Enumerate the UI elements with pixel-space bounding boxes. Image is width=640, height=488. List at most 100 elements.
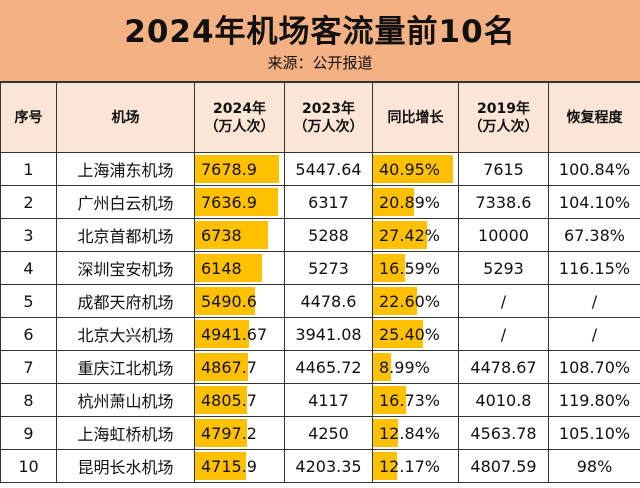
growth-cell: 16.59% [372, 251, 459, 285]
passengers-2023-cell: 3941.08 [284, 317, 373, 351]
passengers-2023-cell: 6317 [284, 185, 373, 219]
airport-name-cell: 北京大兴机场 [56, 317, 195, 351]
passengers-2019-cell: 7338.6 [458, 185, 549, 219]
airport-name-cell: 上海浦东机场 [56, 152, 195, 186]
growth-cell: 25.40% [372, 317, 459, 351]
growth-cell: 27.42% [372, 218, 459, 252]
passengers-2024-cell: 4797.2 [194, 416, 285, 450]
rank-cell: 6 [0, 317, 57, 351]
rank-cell: 10 [0, 449, 57, 483]
passengers-2024-cell-bar [195, 386, 248, 414]
growth-cell-bar [373, 353, 391, 381]
rank-cell: 7 [0, 350, 57, 384]
table-row: 4 深圳宝安机场 6148 5273 16.59% 5293 116.15% [0, 251, 640, 285]
airport-name-cell: 广州白云机场 [56, 185, 195, 219]
passengers-2024-cell: 4805.7 [194, 383, 285, 417]
table-body: 1 上海浦东机场 7678.9 5447.64 40.95% 7615 100.84% 2 广州… [0, 152, 640, 483]
recovery-cell: 98% [548, 449, 640, 483]
passengers-2024-cell: 4715.9 [194, 449, 285, 483]
col-header-2023: 2023年 （万人次） [284, 82, 373, 153]
airport-name-cell: 成都天府机场 [56, 284, 195, 318]
recovery-cell: 116.15% [548, 251, 640, 285]
rank-cell: 5 [0, 284, 57, 318]
passengers-2023-cell: 4250 [284, 416, 373, 450]
table-row: 9 上海虹桥机场 4797.2 4250 12.84% 4563.78 105.10% [0, 416, 640, 450]
passengers-2024-cell-bar [195, 155, 279, 183]
table-header-row: 序号 机场 2024年 （万人次） 2023年 （万人次） 同比增长 2019年 （万… [0, 82, 640, 153]
rank-cell: 2 [0, 185, 57, 219]
col-header-airport: 机场 [56, 82, 195, 153]
passengers-2024-cell-bar [195, 353, 249, 381]
passengers-2023-cell: 4117 [284, 383, 373, 417]
col-header-2024: 2024年 （万人次） [194, 82, 285, 153]
table-row: 2 广州白云机场 7636.9 6317 20.89% 7338.6 104.10% [0, 185, 640, 219]
title-banner: 2024年机场客流量前10名 来源：公开报道 [0, 0, 640, 82]
table-row: 1 上海浦东机场 7678.9 5447.64 40.95% 7615 100.84% [0, 152, 640, 186]
passengers-2023-cell: 5288 [284, 218, 373, 252]
col-header-recovery: 恢复程度 [548, 82, 640, 153]
table-row: 8 杭州萧山机场 4805.7 4117 16.73% 4010.8 119.80% [0, 383, 640, 417]
growth-cell: 22.60% [372, 284, 459, 318]
airport-name-cell: 杭州萧山机场 [56, 383, 195, 417]
growth-cell: 16.73% [372, 383, 459, 417]
rank-cell: 4 [0, 251, 57, 285]
recovery-cell: 104.10% [548, 185, 640, 219]
passengers-2024-cell-bar [195, 320, 249, 348]
recovery-cell: 105.10% [548, 416, 640, 450]
growth-cell: 8.99% [372, 350, 459, 384]
growth-cell-bar [373, 254, 406, 282]
growth-cell-bar [373, 287, 418, 315]
table-row: 7 重庆江北机场 4867.7 4465.72 8.99% 4478.67 108.70% [0, 350, 640, 384]
passengers-2024-cell: 6738 [194, 218, 285, 252]
recovery-cell: 67.38% [548, 218, 640, 252]
passengers-2024-cell: 5490.6 [194, 284, 285, 318]
passengers-2024-cell-bar [195, 287, 255, 315]
airport-name-cell: 重庆江北机场 [56, 350, 195, 384]
rank-cell: 1 [0, 152, 57, 186]
airport-name-cell: 深圳宝安机场 [56, 251, 195, 285]
page-title: 2024年机场客流量前10名 [124, 14, 516, 50]
growth-cell: 40.95% [372, 152, 459, 186]
growth-cell-bar [373, 188, 414, 216]
recovery-cell: 100.84% [548, 152, 640, 186]
recovery-cell: 108.70% [548, 350, 640, 384]
recovery-cell: / [548, 284, 640, 318]
rank-cell: 3 [0, 218, 57, 252]
source-note: 来源：公开报道 [267, 54, 373, 72]
airport-name-cell: 昆明长水机场 [56, 449, 195, 483]
table-row: 10 昆明长水机场 4715.9 4203.35 12.17% 4807.59 98% [0, 449, 640, 483]
passengers-2019-cell: 10000 [458, 218, 549, 252]
passengers-2024-cell-bar [195, 188, 279, 216]
passengers-2023-cell: 5273 [284, 251, 373, 285]
passengers-2019-cell: 4478.67 [458, 350, 549, 384]
rank-cell: 8 [0, 383, 57, 417]
passengers-2024-cell: 6148 [194, 251, 285, 285]
passengers-2024-cell-bar [195, 221, 269, 249]
airport-name-cell: 上海虹桥机场 [56, 416, 195, 450]
passengers-2023-cell: 4465.72 [284, 350, 373, 384]
passengers-2023-cell: 4478.6 [284, 284, 373, 318]
passengers-2024-cell: 7636.9 [194, 185, 285, 219]
col-header-rank: 序号 [0, 82, 57, 153]
passengers-2019-cell: / [458, 284, 549, 318]
recovery-cell: / [548, 317, 640, 351]
growth-cell-bar [373, 221, 427, 249]
passengers-2024-cell-bar [195, 452, 247, 480]
recovery-cell: 119.80% [548, 383, 640, 417]
passengers-2019-cell: 5293 [458, 251, 549, 285]
passengers-2023-cell: 5447.64 [284, 152, 373, 186]
growth-cell-bar [373, 386, 406, 414]
passengers-2024-cell: 4867.7 [194, 350, 285, 384]
col-header-growth: 同比增长 [372, 82, 459, 153]
table-row: 6 北京大兴机场 4941.67 3941.08 25.40% / / [0, 317, 640, 351]
growth-cell: 12.17% [372, 449, 459, 483]
passengers-2024-cell-bar [195, 254, 262, 282]
passengers-2019-cell: / [458, 317, 549, 351]
passengers-2019-cell: 4563.78 [458, 416, 549, 450]
growth-cell: 20.89% [372, 185, 459, 219]
growth-cell-bar [373, 419, 399, 447]
growth-cell-bar [373, 320, 423, 348]
passengers-2019-cell: 4010.8 [458, 383, 549, 417]
col-header-2019: 2019年 （万人次） [458, 82, 549, 153]
